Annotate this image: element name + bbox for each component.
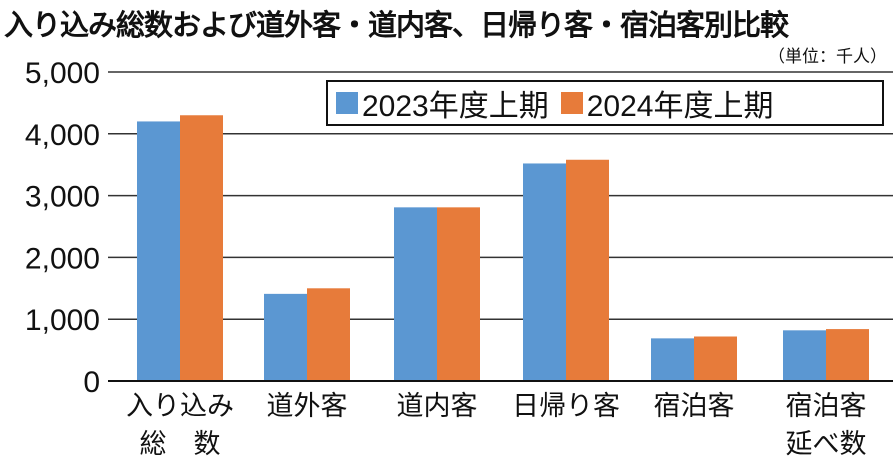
- bar-2023: [137, 121, 180, 381]
- bar-2023: [523, 163, 566, 381]
- y-tick-label: 0: [83, 366, 100, 399]
- y-tick-label: 4,000: [25, 119, 100, 152]
- bar-2023: [651, 338, 694, 381]
- unit-note: （単位：千人）: [768, 47, 887, 67]
- category-label: 延べ数: [786, 429, 867, 460]
- legend-label-2024: 2024年度上期: [586, 90, 774, 123]
- category-label: 入り込み: [126, 391, 234, 422]
- category-label: 総 数: [140, 429, 221, 460]
- chart-title: 入り込み総数および道外客・道内客、日帰り客・宿泊客別比較: [4, 8, 789, 42]
- bar-2024: [826, 329, 869, 381]
- legend-item-2023: 2023年度上期: [336, 81, 549, 125]
- y-tick-label: 2,000: [25, 242, 100, 275]
- bar-2024: [694, 336, 737, 381]
- bar-2023: [783, 330, 826, 381]
- category-label: 宿泊客: [786, 391, 867, 422]
- category-label: 宿泊客: [654, 391, 735, 422]
- category-label: 道内客: [397, 391, 478, 422]
- legend: 2023年度上期 2024年度上期: [326, 80, 884, 126]
- y-tick-label: 5,000: [25, 57, 100, 90]
- category-label: 道外客: [267, 391, 348, 422]
- legend-swatch-2024: [560, 92, 583, 114]
- y-tick-label: 3,000: [25, 181, 100, 214]
- bar-2023: [394, 207, 437, 381]
- category-label: 日帰り客: [512, 391, 620, 422]
- legend-swatch-2023: [336, 92, 358, 114]
- legend-item-2024: 2024年度上期: [560, 81, 774, 125]
- bar-2024: [566, 159, 609, 381]
- bar-2024: [307, 288, 350, 381]
- legend-label-2023: 2023年度上期: [362, 90, 549, 123]
- y-tick-label: 1,000: [25, 304, 100, 337]
- bar-2023: [264, 293, 307, 381]
- bar-2024: [180, 115, 223, 381]
- bar-2024: [437, 207, 480, 381]
